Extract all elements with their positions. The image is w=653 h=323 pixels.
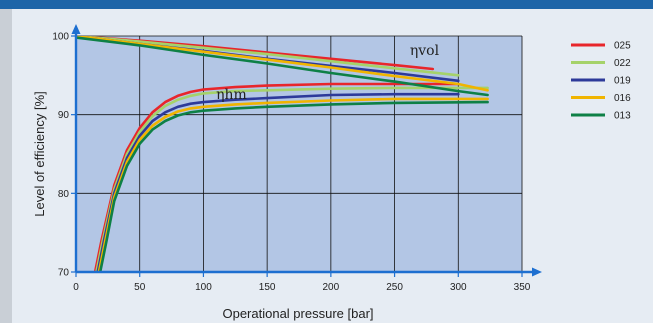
legend-label-022: 022 [614,58,631,69]
x-tick-label: 300 [450,282,467,293]
series-line-013-vol [76,36,489,97]
legend-label-013: 013 [614,111,631,122]
plot-area [76,36,522,272]
series-line-013-hm [98,100,489,272]
y-tick-label: 90 [58,110,70,121]
y-axis-title: Level of efficiency [%] [32,91,47,217]
series-line-025-hm [93,82,460,272]
x-tick-label: 100 [195,282,212,293]
x-tick-label: 50 [134,282,146,293]
y-axis-arrow [71,24,81,34]
x-tick-label: 200 [323,282,340,293]
x-tick-label: 0 [73,282,79,293]
x-tick-label: 250 [386,282,403,293]
y-tick-label: 70 [58,268,70,279]
series-line-022-hm [95,86,489,272]
series-line-016-hm [97,97,489,272]
annotation-label: ηhm [216,87,247,103]
annotation-label: ηvol [410,43,440,59]
header-bar [0,0,653,9]
series-line-016-vol [76,36,489,92]
series-line-022-vol [76,36,460,77]
tick-labels: 0 50 100 150 200 250 300 350 70 80 90 100 [52,32,530,294]
y-tick-label: 80 [58,189,70,200]
axes [71,24,542,277]
x-tick-label: 350 [514,282,531,293]
sidebar-strip [0,9,12,323]
legend: 025 022 019 016 013 [571,41,631,122]
x-tick-label: 150 [259,282,276,293]
x-axis-arrow [532,267,542,277]
series-line-019-hm [96,92,460,272]
annotations: ηvol ηhm [216,43,439,103]
y-tick-label: 100 [52,32,69,43]
series-lines [76,36,489,272]
x-axis-title: Operational pressure [bar] [222,306,373,321]
legend-label-019: 019 [614,76,631,87]
legend-label-025: 025 [614,41,631,52]
legend-label-016: 016 [614,93,631,104]
